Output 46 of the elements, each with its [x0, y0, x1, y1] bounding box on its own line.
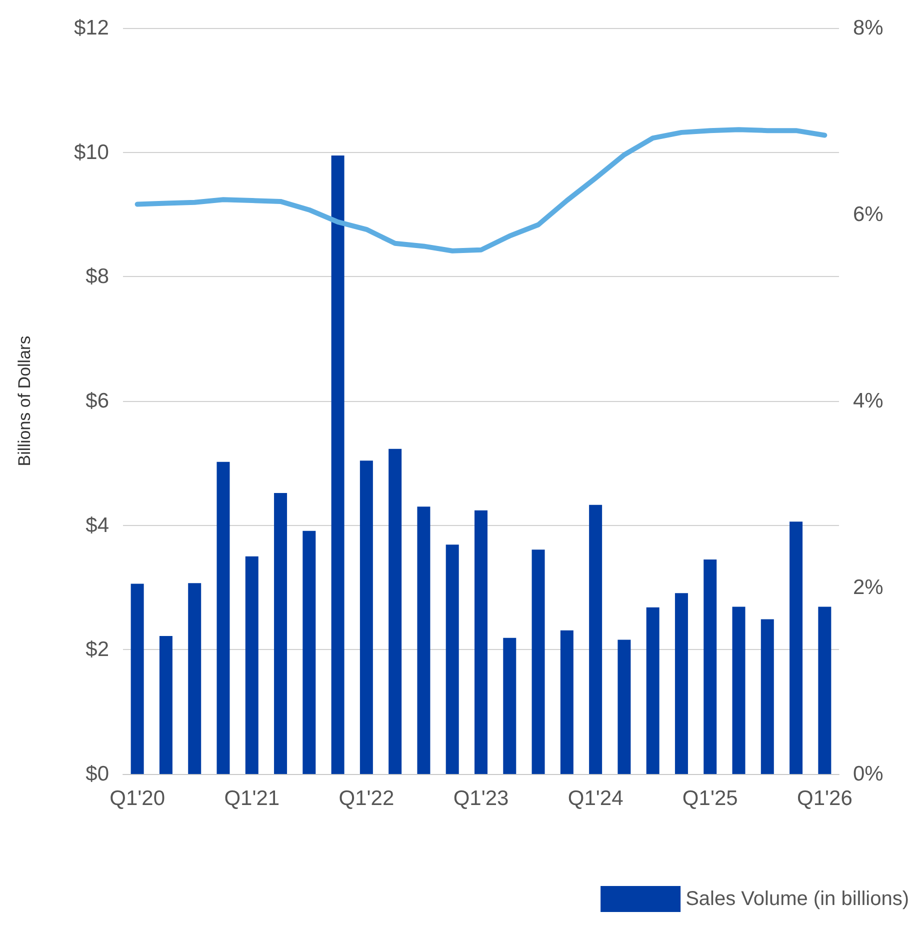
bar [388, 448, 402, 774]
y-tick-label: $0 [86, 762, 109, 786]
bar [417, 506, 430, 774]
y-tick-label: $2 [86, 638, 109, 662]
bar [474, 510, 488, 774]
y-tick-label: $10 [74, 140, 109, 164]
x-tick-label: Q1'23 [453, 787, 509, 810]
x-tick-label: Q1'20 [110, 787, 166, 810]
bar [674, 593, 688, 774]
bar [331, 155, 344, 774]
y-tick-label: $8 [86, 265, 109, 288]
bar [704, 560, 717, 774]
x-tick-label: Q1'22 [338, 787, 394, 810]
y-tick-label: $12 [74, 16, 109, 40]
y2-tick-label: 8% [853, 16, 884, 40]
bar [790, 522, 803, 774]
bar [732, 606, 746, 774]
bar [216, 462, 230, 774]
bar [360, 460, 373, 774]
x-tick-label: Q1'26 [796, 787, 852, 810]
bar [818, 606, 832, 774]
x-tick-label: Q1'25 [682, 787, 738, 810]
bar [274, 493, 288, 774]
bar [760, 619, 774, 774]
bar [130, 584, 144, 774]
y2-tick-label: 0% [853, 762, 884, 786]
y2-tick-label: 6% [853, 203, 884, 226]
bar [446, 544, 459, 774]
bar [532, 550, 545, 774]
bar [503, 638, 516, 774]
bar [245, 556, 258, 774]
bar [159, 636, 172, 774]
bar [560, 630, 574, 774]
x-tick-label: Q1'21 [224, 787, 280, 810]
y-tick-label: $4 [86, 514, 110, 537]
bar [618, 640, 631, 774]
y2-tick-label: 2% [853, 576, 884, 599]
legend-label: Sales Volume (in billions) [686, 888, 909, 910]
y-axis-title: Billions of Dollars [15, 336, 34, 466]
bar [302, 530, 316, 774]
bar [589, 504, 602, 774]
bar [646, 607, 660, 774]
y-tick-label: $6 [86, 390, 109, 412]
bar [188, 583, 202, 774]
x-tick-label: Q1'24 [568, 787, 624, 810]
y2-tick-label: 4% [853, 390, 884, 412]
